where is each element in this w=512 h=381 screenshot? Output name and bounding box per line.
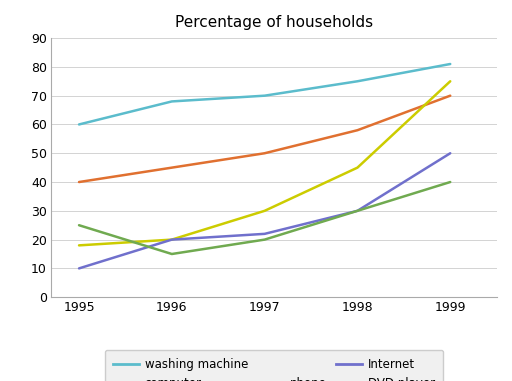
Legend: washing machine, computer, , phone, Internet, DVD player: washing machine, computer, , phone, Inte… <box>105 350 443 381</box>
Title: Percentage of households: Percentage of households <box>175 15 373 30</box>
